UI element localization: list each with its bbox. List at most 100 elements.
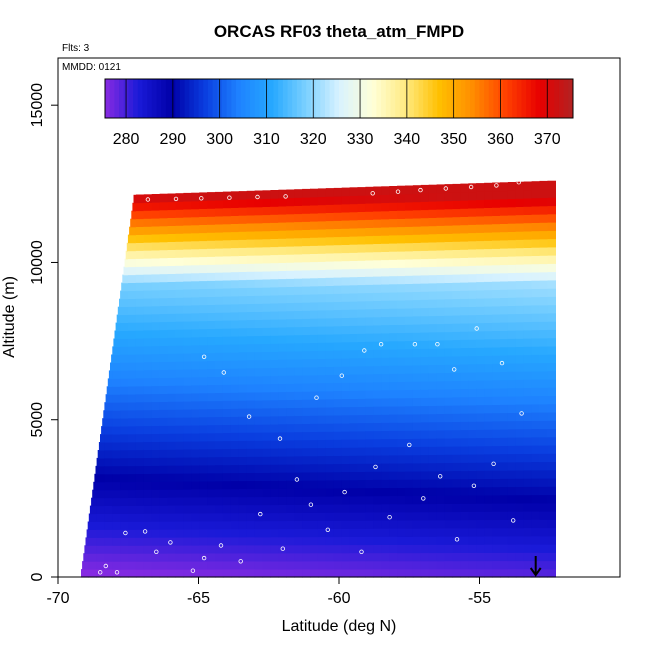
heatmap-cell — [207, 288, 216, 297]
heatmap-cell — [151, 497, 161, 506]
heatmap-cell — [397, 299, 406, 309]
colorbar-tick-label: 340 — [394, 131, 421, 148]
heatmap-cell — [246, 544, 256, 554]
heatmap-cell — [167, 545, 176, 554]
heatmap-cell — [523, 362, 533, 372]
heatmap-cell — [523, 428, 533, 438]
heatmap-cell — [325, 269, 335, 278]
heatmap-cell — [222, 288, 232, 297]
heatmap-cell — [302, 423, 311, 433]
heatmap-cell — [436, 568, 446, 578]
heatmap-cell — [412, 430, 422, 439]
heatmap-cell — [373, 414, 382, 423]
heatmap-cell — [365, 341, 374, 350]
heatmap-cell — [373, 438, 382, 448]
heatmap-cell — [175, 297, 184, 306]
heatmap-cell — [373, 300, 382, 310]
heatmap-cell — [159, 449, 169, 458]
heatmap-cell — [294, 488, 303, 497]
heatmap-cell — [420, 397, 430, 407]
heatmap-cell — [405, 503, 414, 513]
heatmap-cell — [317, 512, 327, 521]
heatmap-cell — [420, 454, 430, 464]
heatmap-cell — [357, 503, 366, 513]
heatmap-cell — [492, 535, 501, 545]
sample-point — [494, 183, 499, 188]
heatmap-cell — [539, 461, 548, 471]
colorbar-swatch — [554, 79, 560, 118]
heatmap-cell — [436, 249, 446, 259]
heatmap-cell — [444, 544, 454, 554]
heatmap-cell — [270, 310, 279, 320]
heatmap-cell — [207, 368, 216, 378]
heatmap-cell — [547, 519, 556, 529]
heatmap-cell — [500, 552, 509, 562]
heatmap-cell — [175, 241, 184, 250]
heatmap-cell — [452, 527, 461, 537]
heatmap-cell — [515, 330, 525, 339]
heatmap-cell — [539, 387, 548, 397]
heatmap-cell — [262, 303, 271, 312]
heatmap-cell — [262, 351, 271, 361]
heatmap-cell — [412, 503, 422, 513]
heatmap-cell — [341, 341, 351, 351]
heatmap-cell — [286, 286, 295, 296]
heatmap-cell — [531, 486, 541, 496]
heatmap-cell — [310, 196, 319, 206]
heatmap-cell — [341, 406, 351, 416]
heatmap-cell — [199, 480, 208, 490]
heatmap-cell — [262, 190, 271, 199]
heatmap-cell — [238, 207, 248, 216]
heatmap-cell — [452, 200, 461, 210]
heatmap-cell — [389, 202, 398, 211]
heatmap-cell — [507, 264, 517, 274]
heatmap-cell — [128, 385, 137, 395]
colorbar-swatch — [278, 79, 284, 118]
heatmap-cell — [294, 261, 303, 271]
heatmap-cell — [341, 414, 351, 424]
heatmap-cell — [183, 313, 192, 322]
heatmap-cell — [444, 536, 454, 545]
heatmap-cell — [230, 384, 240, 393]
heatmap-cell — [270, 206, 279, 215]
heatmap-cell — [531, 189, 541, 199]
heatmap-cell — [492, 314, 501, 323]
heatmap-cell — [412, 552, 422, 562]
heatmap-cell — [199, 392, 208, 402]
heatmap-cell — [294, 286, 303, 295]
heatmap-cell — [515, 470, 525, 479]
heatmap-cell — [128, 505, 137, 514]
heatmap-cell — [325, 309, 335, 319]
heatmap-cell — [333, 512, 343, 521]
heatmap-cell — [167, 305, 176, 314]
heatmap-cell — [341, 390, 351, 400]
heatmap-cell — [547, 510, 556, 520]
heatmap-cell — [341, 398, 351, 408]
heatmap-cell — [262, 536, 271, 546]
heatmap-cell — [405, 413, 414, 423]
heatmap-cell — [397, 316, 406, 325]
heatmap-cell — [531, 519, 541, 529]
heatmap-cell — [357, 560, 366, 570]
heatmap-cell — [492, 264, 501, 274]
heatmap-cell — [151, 202, 161, 211]
heatmap-cell — [302, 496, 311, 505]
heatmap-cell — [270, 568, 279, 578]
heatmap-cell — [302, 197, 311, 206]
heatmap-cell — [341, 455, 351, 464]
heatmap-cell — [112, 505, 121, 514]
heatmap-cell — [143, 266, 153, 275]
heatmap-cell — [128, 569, 137, 578]
heatmap-cell — [420, 184, 430, 194]
heatmap-cell — [302, 399, 311, 408]
heatmap-cell — [246, 231, 256, 240]
heatmap-cell — [222, 207, 232, 217]
heatmap-cell — [468, 207, 477, 217]
heatmap-cell — [222, 560, 232, 570]
heatmap-cell — [246, 456, 256, 465]
heatmap-cell — [215, 424, 224, 434]
heatmap-cell — [317, 366, 327, 376]
heatmap-cell — [325, 439, 335, 448]
heatmap-cell — [286, 375, 295, 384]
heatmap-cell — [500, 519, 509, 529]
